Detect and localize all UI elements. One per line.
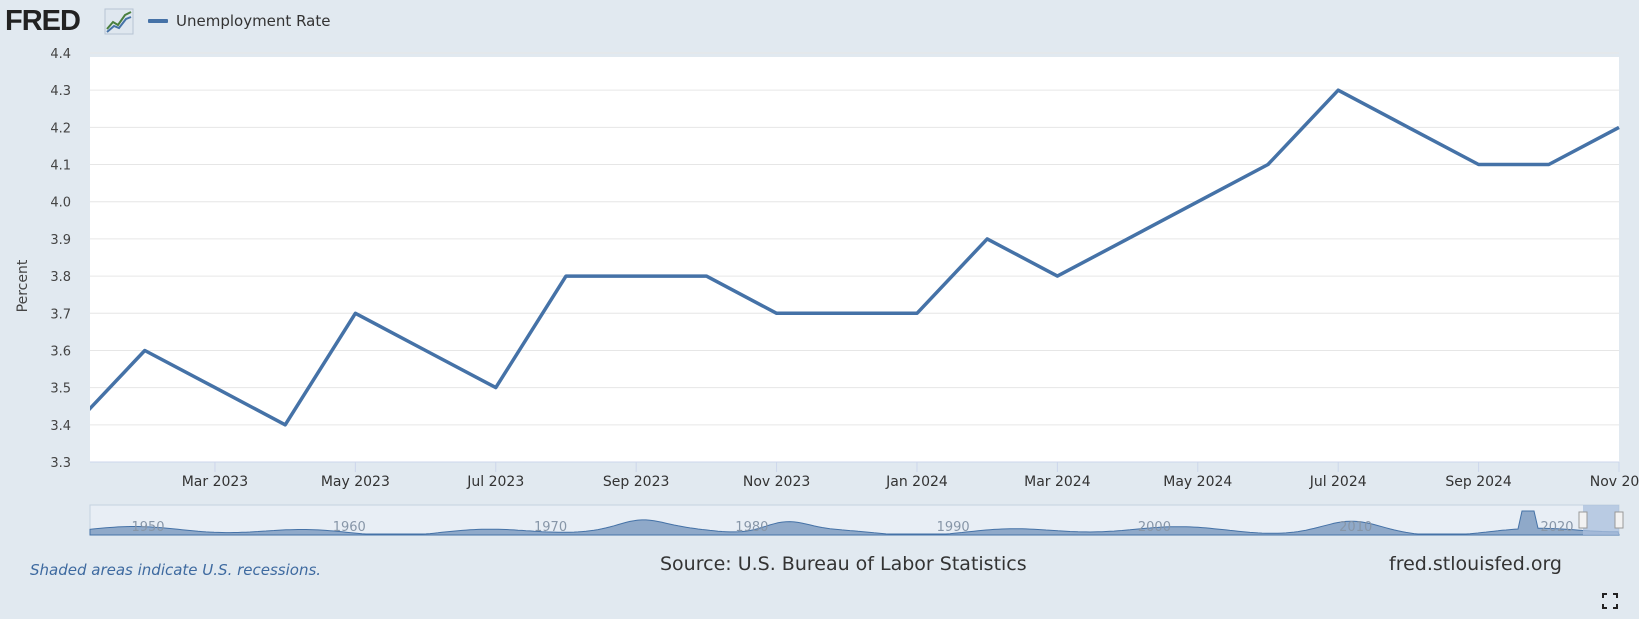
x-tick-label: Nov 202 bbox=[1590, 474, 1639, 490]
y-tick-label: 4.4 bbox=[50, 47, 71, 62]
navigator-handle[interactable] bbox=[1614, 511, 1624, 529]
navigator-selected-range bbox=[1583, 505, 1619, 535]
y-tick-label: 3.4 bbox=[50, 419, 71, 434]
fred-logo-chart-icon bbox=[106, 11, 132, 30]
navigator-label: 2010 bbox=[1339, 520, 1372, 535]
navigator-series-area bbox=[89, 510, 1620, 536]
x-tick-label: Sep 2023 bbox=[603, 474, 669, 490]
y-tick-label: 3.3 bbox=[50, 456, 71, 471]
x-tick-label: Jul 2024 bbox=[1309, 474, 1367, 490]
y-tick-label: 3.7 bbox=[50, 307, 71, 322]
navigator-label: 1950 bbox=[131, 520, 164, 535]
x-tick-label: Mar 2024 bbox=[1024, 474, 1091, 490]
y-tick-label: 3.9 bbox=[50, 233, 71, 248]
navigator[interactable]: 1950 1960 1970 1980 1990 2000 2010 2020 bbox=[89, 504, 1624, 536]
x-tick-label: Nov 2023 bbox=[743, 474, 810, 490]
plot-area bbox=[90, 57, 1619, 462]
y-tick-label: 4.1 bbox=[50, 159, 71, 174]
navigator-label: 1990 bbox=[937, 520, 970, 535]
y-axis-ticks: 3.3 3.4 3.5 3.6 3.7 3.8 3.9 4.0 4.1 4.2 4.3 4.4 bbox=[50, 47, 71, 471]
y-tick-label: 4.0 bbox=[50, 196, 71, 211]
x-tick-label: May 2023 bbox=[321, 474, 390, 490]
x-tick-label: May 2024 bbox=[1163, 474, 1232, 490]
x-tick-label: Mar 2023 bbox=[182, 474, 249, 490]
navigator-label: 2000 bbox=[1138, 520, 1171, 535]
navigator-label: 2020 bbox=[1540, 520, 1573, 535]
grid bbox=[90, 52, 1619, 426]
x-axis-ticks: Mar 2023 May 2023 Jul 2023 Sep 2023 Nov 2023… bbox=[182, 462, 1639, 490]
fullscreen-icon[interactable] bbox=[1602, 593, 1618, 609]
y-tick-label: 3.5 bbox=[50, 382, 71, 397]
x-tick-label: Sep 2024 bbox=[1445, 474, 1512, 490]
navigator-label: 1980 bbox=[735, 520, 768, 535]
series-unemployment-rate bbox=[90, 88, 1620, 427]
legend-item-unemployment-rate[interactable]: Unemployment Rate bbox=[148, 8, 330, 34]
navigator-label: 1960 bbox=[333, 520, 366, 535]
chart-header: FRED Unemployment Rate bbox=[0, 0, 400, 44]
x-tick-label: Jan 2024 bbox=[885, 474, 948, 490]
legend-swatch bbox=[148, 19, 168, 23]
recession-note: Shaded areas indicate U.S. recessions. bbox=[30, 561, 322, 579]
source-text: Source: U.S. Bureau of Labor Statistics bbox=[660, 553, 1027, 575]
chart: 3.3 3.4 3.5 3.6 3.7 3.8 3.9 4.0 4.1 4.2 4.3 4.4 Per… bbox=[15, 47, 1639, 536]
navigator-handle[interactable] bbox=[1578, 511, 1588, 529]
fred-logo-text: FRED bbox=[5, 5, 80, 36]
y-tick-label: 3.8 bbox=[50, 270, 71, 285]
fred-logo[interactable]: FRED bbox=[5, 4, 137, 36]
legend-label: Unemployment Rate bbox=[176, 12, 331, 30]
y-tick-label: 3.6 bbox=[50, 344, 71, 359]
x-tick-label: Jul 2023 bbox=[466, 474, 524, 490]
navigator-label: 1970 bbox=[534, 520, 567, 535]
y-axis-label: Percent bbox=[15, 259, 31, 312]
site-link[interactable]: fred.stlouisfed.org bbox=[1389, 553, 1562, 575]
y-tick-label: 4.3 bbox=[50, 84, 71, 99]
y-tick-label: 4.2 bbox=[50, 121, 71, 136]
